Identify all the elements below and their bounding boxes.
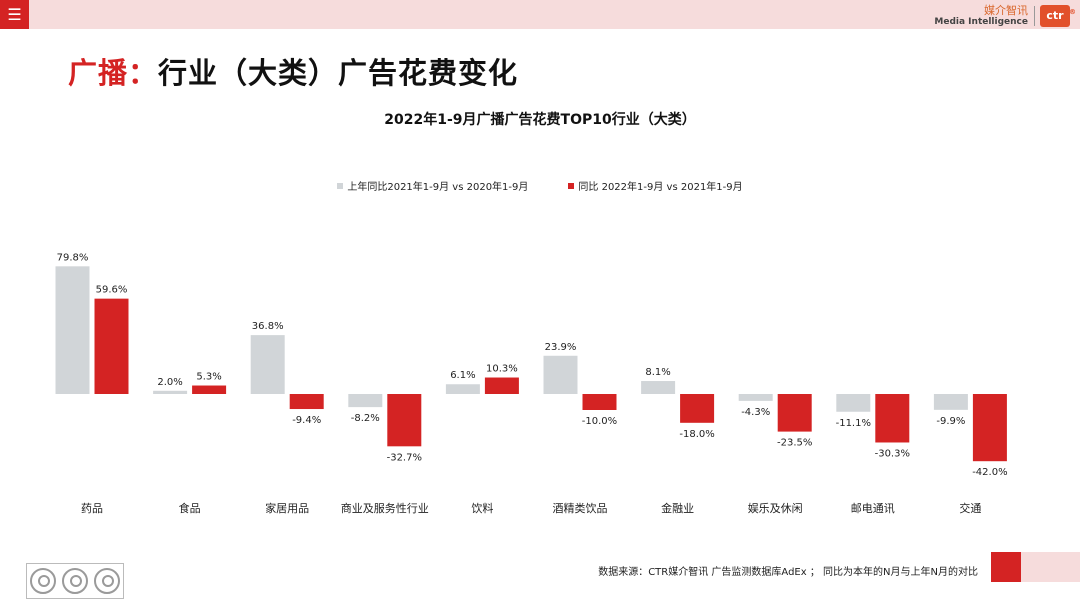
legend-swatch-curr (568, 182, 575, 189)
bar-chart: 79.8% 59.6% 药品 2.0% 5.3% 食品 36.8% -9.4% 家居用品 -8.2… (55, 252, 1008, 515)
bar-prev-year (348, 394, 383, 408)
legend-label-curr: 同比 2022年1-9月 vs 2021年1-9月 (578, 182, 743, 193)
bar-prev-year (445, 384, 480, 394)
bar-prev-year (836, 394, 871, 412)
data-label: -10.0% (582, 416, 617, 427)
category-label: 酒精类饮品 (553, 501, 608, 515)
certification-seal-icon (94, 568, 120, 594)
category-label: 食品 (179, 501, 201, 515)
category-label: 饮料 (471, 501, 493, 515)
bar-prev-year (641, 381, 676, 394)
bar-curr-year (875, 394, 910, 443)
top-bar: ☰ 媒介智讯 Media Intelligence ctr ® (0, 0, 1080, 29)
brand-name-en: Media Intelligence (934, 16, 1028, 27)
data-label: 6.1% (450, 370, 475, 381)
footer-accent-red (991, 552, 1021, 582)
category-label: 邮电通讯 (851, 502, 895, 515)
bar-prev-year (738, 394, 773, 401)
page-title-rest: 行业（大类）广告花费变化 (158, 56, 519, 90)
data-label: 36.8% (252, 321, 284, 332)
data-label: 2.0% (157, 377, 182, 388)
data-label: 10.3% (486, 364, 518, 375)
bar-curr-year (94, 298, 129, 394)
data-label: -4.3% (741, 407, 770, 418)
data-label: -23.5% (777, 438, 812, 449)
data-label: -8.2% (351, 413, 380, 424)
ctr-logo-icon: ctr ® (1040, 5, 1076, 27)
certification-seal-icon (62, 568, 88, 594)
data-label: 23.9% (545, 342, 577, 353)
brand-logo: 媒介智讯 Media Intelligence ctr ® (934, 3, 1076, 28)
bar-prev-year (250, 335, 285, 394)
category-label: 金融业 (661, 501, 694, 515)
data-source-note: 数据来源：CTR媒介智讯 广告监测数据库AdEx ； 同比为本年的N月与上年N月… (598, 567, 978, 578)
data-label: -9.4% (292, 415, 321, 426)
bar-curr-year (777, 394, 812, 432)
category-label: 药品 (81, 502, 103, 515)
bar-curr-year (387, 394, 422, 447)
ctr-logo-text: ctr (1046, 9, 1064, 22)
bar-prev-year (153, 390, 188, 394)
bar-prev-year (543, 355, 578, 394)
category-label: 交通 (959, 501, 981, 515)
data-label: -9.9% (936, 416, 965, 427)
bar-curr-year (289, 394, 324, 410)
category-label: 家居用品 (265, 501, 309, 515)
data-label: 79.8% (57, 252, 89, 263)
data-label: 59.6% (96, 285, 128, 296)
bar-curr-year (582, 394, 617, 410)
bar-curr-year (972, 394, 1007, 462)
legend-label-prev: 上年同比2021年1-9月 vs 2020年1-9月 (347, 182, 529, 193)
page-title-lead: 广播： (68, 56, 159, 90)
category-label: 商业及服务性行业 (341, 501, 429, 515)
bar-prev-year (55, 266, 90, 394)
legend-item-curr-year: 同比 2022年1-9月 vs 2021年1-9月 (568, 178, 743, 193)
legend-item-prev-year: 上年同比2021年1-9月 vs 2020年1-9月 (337, 178, 528, 193)
category-label: 娱乐及休闲 (748, 501, 803, 515)
certification-badges (26, 563, 124, 599)
data-label: 8.1% (645, 367, 670, 378)
registered-mark: ® (1069, 8, 1076, 16)
bar-curr-year (192, 385, 227, 394)
brand-name-cn: 媒介智讯 (984, 3, 1028, 17)
bar-prev-year (933, 394, 968, 410)
bar-curr-year (484, 377, 519, 394)
footer-accent-light (1021, 552, 1080, 582)
data-label: -30.3% (875, 448, 910, 459)
data-label: -11.1% (836, 418, 871, 429)
chart-legend: 上年同比2021年1-9月 vs 2020年1-9月 同比 2022年1-9月 … (0, 178, 1080, 193)
data-label: -18.0% (679, 429, 714, 440)
bar-curr-year (680, 394, 715, 423)
data-label: 5.3% (196, 372, 221, 383)
certification-seal-icon (30, 568, 56, 594)
menu-icon[interactable]: ☰ (0, 0, 29, 29)
data-label: -42.0% (972, 467, 1007, 478)
page-title: 广播：行业（大类）广告花费变化 (68, 50, 518, 92)
brand-divider (1034, 6, 1035, 26)
chart-title: 2022年1-9月广播广告花费TOP10行业（大类） (384, 112, 696, 128)
legend-swatch-prev (337, 182, 344, 189)
data-label: -32.7% (387, 452, 422, 463)
